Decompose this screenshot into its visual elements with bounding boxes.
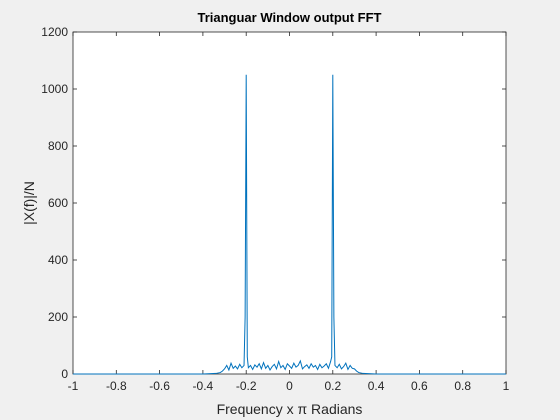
fft-magnitude-line [73,74,506,375]
x-tick-label: 0.4 [368,379,385,393]
y-tick-label: 600 [48,196,68,210]
plot-area [72,31,507,375]
x-tick-label: 0.2 [324,379,341,393]
x-tick-label: 0.6 [411,379,428,393]
y-tick-label: 1200 [41,25,68,39]
x-tick-label: -0.2 [236,379,257,393]
x-axis-ticks: -1 -0.8 -0.6 -0.4 -0.2 0 0.2 0.4 0.6 0.8 1 [68,32,510,393]
y-tick-label: 800 [48,139,68,153]
chart-title: Trianguar Window output FFT [197,10,381,25]
y-axis-ticks: 0 200 400 600 800 1000 1200 [41,25,506,381]
y-tick-label: 0 [61,367,68,381]
x-tick-label: 1 [503,379,510,393]
y-tick-label: 1000 [41,82,68,96]
x-tick-label: -0.4 [193,379,214,393]
x-tick-label: 0 [286,379,293,393]
y-tick-label: 400 [48,253,68,267]
x-axis-label: Frequency x π Radians [217,401,363,417]
x-tick-label: -0.8 [106,379,127,393]
x-tick-label: 0.8 [454,379,471,393]
y-axis-label: |X(f)|/N [21,181,37,225]
x-tick-label: -0.6 [149,379,170,393]
y-tick-label: 200 [48,310,68,324]
x-tick-label: -1 [68,379,79,393]
